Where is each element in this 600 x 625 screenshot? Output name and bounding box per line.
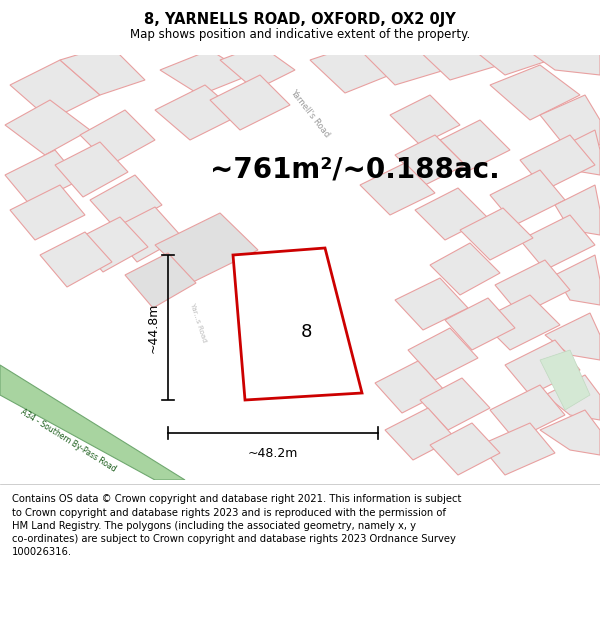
- Polygon shape: [540, 350, 590, 410]
- Polygon shape: [490, 170, 565, 225]
- Polygon shape: [490, 385, 565, 440]
- Polygon shape: [0, 365, 185, 480]
- Polygon shape: [233, 248, 362, 400]
- Polygon shape: [465, 35, 550, 75]
- Polygon shape: [395, 278, 468, 330]
- Polygon shape: [10, 60, 100, 120]
- Polygon shape: [5, 100, 90, 155]
- Polygon shape: [430, 243, 500, 295]
- Polygon shape: [5, 150, 80, 205]
- Polygon shape: [520, 37, 600, 75]
- Polygon shape: [220, 45, 295, 90]
- Polygon shape: [125, 253, 196, 308]
- Polygon shape: [390, 95, 460, 145]
- Polygon shape: [360, 40, 445, 85]
- Polygon shape: [60, 45, 145, 95]
- Polygon shape: [520, 215, 595, 270]
- Polygon shape: [520, 135, 595, 190]
- Polygon shape: [40, 232, 112, 287]
- Polygon shape: [505, 340, 580, 395]
- Polygon shape: [375, 361, 445, 413]
- Polygon shape: [555, 185, 600, 235]
- Text: ~44.8m: ~44.8m: [147, 302, 160, 352]
- Text: A34 - Southern By-Pass Road: A34 - Southern By-Pass Road: [19, 407, 117, 473]
- Text: 8, YARNELLS ROAD, OXFORD, OX2 0JY: 8, YARNELLS ROAD, OXFORD, OX2 0JY: [144, 12, 456, 27]
- Polygon shape: [395, 135, 465, 185]
- Text: ~761m²/~0.188ac.: ~761m²/~0.188ac.: [210, 156, 500, 184]
- Text: Yarnell's Road: Yarnell's Road: [289, 88, 331, 139]
- Polygon shape: [155, 213, 258, 282]
- Text: 8: 8: [301, 323, 312, 341]
- Polygon shape: [420, 378, 490, 430]
- Polygon shape: [495, 260, 570, 315]
- Polygon shape: [540, 410, 600, 455]
- Polygon shape: [55, 142, 128, 197]
- Polygon shape: [440, 120, 510, 170]
- Polygon shape: [110, 207, 182, 262]
- Polygon shape: [430, 423, 500, 475]
- Polygon shape: [545, 313, 600, 360]
- Polygon shape: [555, 255, 600, 305]
- Polygon shape: [155, 85, 240, 140]
- Polygon shape: [445, 298, 515, 350]
- Text: ~48.2m: ~48.2m: [248, 447, 298, 460]
- Polygon shape: [160, 50, 250, 95]
- Polygon shape: [545, 375, 600, 420]
- Polygon shape: [540, 95, 600, 145]
- Polygon shape: [385, 408, 455, 460]
- Polygon shape: [480, 423, 555, 475]
- Text: Map shows position and indicative extent of the property.: Map shows position and indicative extent…: [130, 28, 470, 41]
- Polygon shape: [555, 130, 600, 175]
- Polygon shape: [490, 65, 580, 120]
- Polygon shape: [360, 163, 435, 215]
- Polygon shape: [408, 328, 478, 380]
- Polygon shape: [480, 295, 560, 350]
- Polygon shape: [210, 75, 290, 130]
- Polygon shape: [75, 217, 148, 272]
- Text: Yar...s Road: Yar...s Road: [189, 302, 207, 343]
- Polygon shape: [90, 175, 162, 230]
- Polygon shape: [80, 110, 155, 165]
- Polygon shape: [415, 37, 500, 80]
- Polygon shape: [10, 185, 85, 240]
- Polygon shape: [415, 188, 488, 240]
- Text: Contains OS data © Crown copyright and database right 2021. This information is : Contains OS data © Crown copyright and d…: [12, 494, 461, 558]
- Polygon shape: [460, 208, 533, 260]
- Polygon shape: [310, 45, 390, 93]
